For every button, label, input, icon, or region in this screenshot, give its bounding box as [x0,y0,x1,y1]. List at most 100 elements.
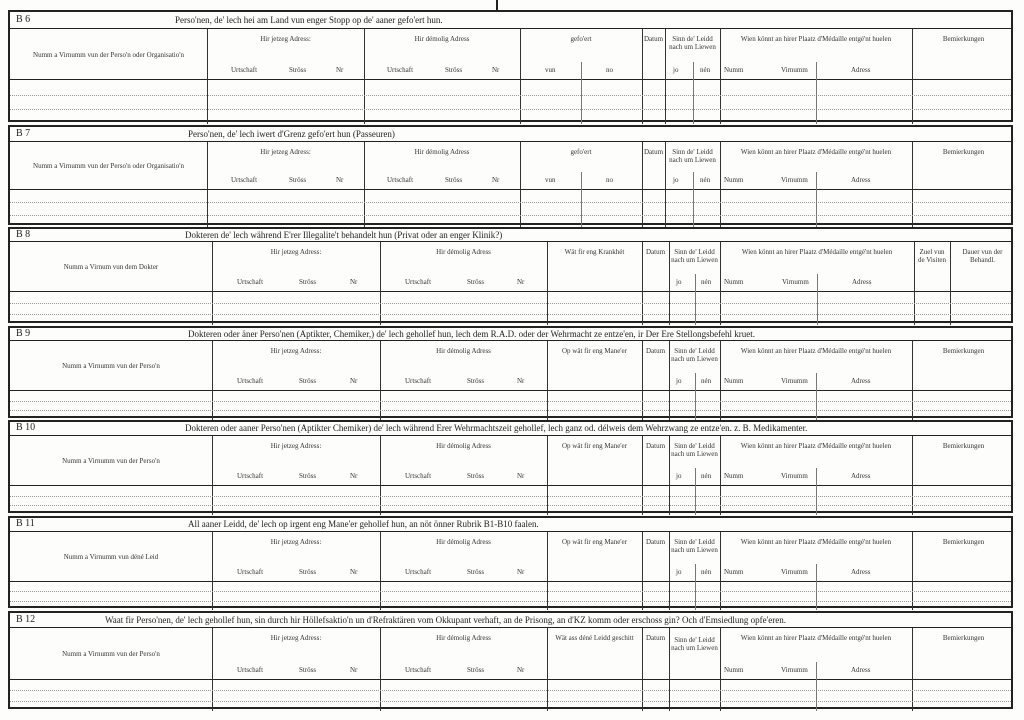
entry-cell[interactable] [207,109,364,124]
entry-cell[interactable] [642,215,665,227]
entry-cell[interactable] [547,303,642,314]
entry-cell[interactable] [380,486,547,496]
entry-cell[interactable] [207,80,364,95]
entry-cell[interactable] [10,314,212,325]
entry-cell[interactable] [642,582,669,591]
entry-cell[interactable] [10,591,212,600]
entry-cell[interactable] [212,391,380,401]
entry-cell[interactable] [914,314,950,325]
entry-cell[interactable] [364,80,520,95]
entry-cell[interactable] [642,410,669,420]
entry-cell[interactable] [547,314,642,325]
entry-cell[interactable] [912,391,1015,401]
entry-cell[interactable] [380,690,547,700]
entry-cell[interactable] [212,582,380,591]
entry-cell[interactable] [642,314,669,325]
entry-cell[interactable] [10,303,212,314]
entry-cell[interactable] [547,582,642,591]
entry-cell[interactable] [642,202,665,214]
entry-cell[interactable] [912,202,1015,214]
entry-cell[interactable] [547,410,642,420]
entry-cell[interactable] [547,391,642,401]
entry-cell[interactable] [642,680,669,690]
entry-cell[interactable] [642,690,669,700]
entry-cell[interactable] [212,410,380,420]
entry-cell[interactable] [914,292,950,303]
entry-cell[interactable] [642,486,669,496]
entry-cell[interactable] [364,190,520,202]
entry-cell[interactable] [380,582,547,591]
entry-cell[interactable] [912,680,1015,690]
entry-cell[interactable] [912,95,1015,110]
entry-cell[interactable] [547,591,642,600]
entry-cell[interactable] [10,95,207,110]
entry-cell[interactable] [380,701,547,711]
entry-cell[interactable] [380,292,547,303]
entry-cell[interactable] [364,95,520,110]
entry-cell[interactable] [669,680,720,690]
entry-cell[interactable] [207,190,364,202]
entry-cell[interactable] [912,582,1015,591]
entry-cell[interactable] [912,109,1015,124]
entry-cell[interactable] [642,591,669,600]
entry-cell[interactable] [10,410,212,420]
entry-cell[interactable] [207,95,364,110]
entry-cell[interactable] [212,701,380,711]
entry-cell[interactable] [212,486,380,496]
entry-cell[interactable] [10,601,212,610]
entry-cell[interactable] [380,591,547,600]
entry-cell[interactable] [364,215,520,227]
entry-cell[interactable] [10,701,212,711]
entry-cell[interactable] [547,505,642,515]
entry-cell[interactable] [547,486,642,496]
entry-cell[interactable] [912,690,1015,700]
entry-cell[interactable] [912,505,1015,515]
entry-cell[interactable] [912,701,1015,711]
entry-cell[interactable] [10,80,207,95]
entry-cell[interactable] [10,690,212,700]
entry-cell[interactable] [10,292,212,303]
entry-cell[interactable] [10,215,207,227]
entry-cell[interactable] [642,505,669,515]
entry-cell[interactable] [10,202,207,214]
entry-cell[interactable] [912,601,1015,610]
entry-cell[interactable] [642,601,669,610]
entry-cell[interactable] [10,486,212,496]
entry-cell[interactable] [642,391,669,401]
entry-cell[interactable] [212,314,380,325]
entry-cell[interactable] [912,80,1015,95]
entry-cell[interactable] [380,391,547,401]
entry-cell[interactable] [207,215,364,227]
entry-cell[interactable] [669,690,720,700]
entry-cell[interactable] [912,215,1015,227]
entry-cell[interactable] [212,292,380,303]
entry-cell[interactable] [212,680,380,690]
entry-cell[interactable] [207,202,364,214]
entry-cell[interactable] [380,410,547,420]
entry-cell[interactable] [364,109,520,124]
entry-cell[interactable] [950,292,1015,303]
entry-cell[interactable] [547,680,642,690]
entry-cell[interactable] [950,314,1015,325]
entry-cell[interactable] [212,601,380,610]
entry-cell[interactable] [642,292,669,303]
entry-cell[interactable] [912,486,1015,496]
entry-cell[interactable] [212,591,380,600]
entry-cell[interactable] [642,303,669,314]
entry-cell[interactable] [669,701,720,711]
entry-cell[interactable] [547,690,642,700]
entry-cell[interactable] [10,505,212,515]
entry-cell[interactable] [642,109,665,124]
entry-cell[interactable] [950,303,1015,314]
entry-cell[interactable] [642,190,665,202]
entry-cell[interactable] [912,591,1015,600]
entry-cell[interactable] [547,701,642,711]
entry-cell[interactable] [380,601,547,610]
entry-cell[interactable] [380,303,547,314]
entry-cell[interactable] [912,410,1015,420]
entry-cell[interactable] [914,303,950,314]
entry-cell[interactable] [912,190,1015,202]
entry-cell[interactable] [212,690,380,700]
entry-cell[interactable] [10,391,212,401]
entry-cell[interactable] [642,701,669,711]
